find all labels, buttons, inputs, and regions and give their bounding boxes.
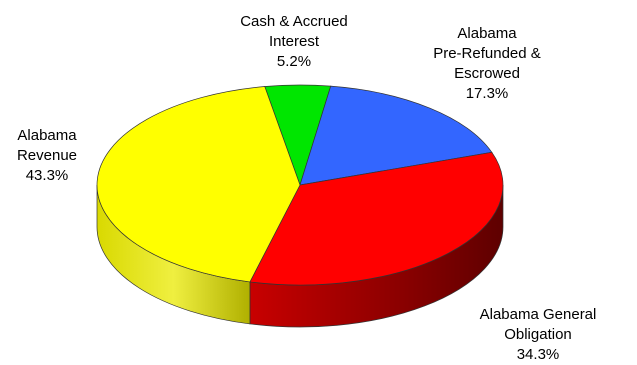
- slice-label-line: Interest: [269, 33, 320, 50]
- slice-label-line: 43.3%: [26, 167, 69, 184]
- slice-label-line: Revenue: [17, 147, 77, 164]
- slice-label-line: 17.3%: [466, 85, 509, 102]
- pie-slice-3: [96, 86, 301, 283]
- slice-label-line: Pre-Refunded &: [433, 45, 541, 62]
- slice-label-line: Alabama General: [480, 306, 597, 323]
- slice-label-1: Alabama Pre-Refunded & Escrowed 17.3%: [433, 25, 541, 102]
- slice-label-2: Alabama General Obligation 34.3%: [480, 306, 597, 363]
- slice-label-line: Alabama: [17, 127, 77, 144]
- pie-slices: [96, 84, 504, 286]
- slice-labels: Cash & Accrued Interest 5.2% Alabama Pre-Ref…: [17, 13, 596, 363]
- slice-label-line: 5.2%: [277, 53, 311, 70]
- slice-label-line: Obligation: [504, 326, 572, 343]
- pie-slice-2: [249, 151, 504, 286]
- slice-label-line: 34.3%: [517, 346, 560, 363]
- slice-label-line: Cash & Accrued: [240, 13, 348, 30]
- slice-label-3: Alabama Revenue 43.3%: [17, 127, 77, 184]
- slice-label-line: Escrowed: [454, 65, 520, 82]
- slice-label-line: Alabama: [457, 25, 517, 42]
- slice-label-0: Cash & Accrued Interest 5.2%: [240, 13, 348, 70]
